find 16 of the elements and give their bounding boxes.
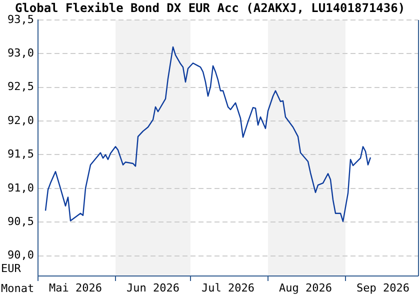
x-tick-label: Jun 2026 (126, 281, 180, 294)
y-axis-title: EUR (1, 262, 22, 275)
x-tick-label: Jul 2026 (202, 281, 254, 294)
y-tick-label: 91,0 (8, 181, 34, 194)
x-tick-label: Sep 2026 (356, 281, 410, 294)
y-tick-label: 90,5 (8, 214, 34, 228)
y-tick-label: 93,5 (8, 12, 34, 26)
y-tick-label: 90,0 (8, 248, 34, 262)
y-tick-label: 92,0 (8, 114, 34, 127)
y-tick-label: 92,5 (8, 80, 34, 94)
x-axis-title: Monat (1, 282, 34, 295)
x-tick-label: Mai 2026 (49, 281, 102, 294)
x-tick-label: Aug 2026 (279, 281, 332, 294)
y-tick-label: 91,5 (8, 148, 34, 161)
y-tick-label: 93,0 (8, 46, 34, 60)
chart-title: Global Flexible Bond DX EUR Acc (A2AKXJ, LU1401871436) (14, 1, 406, 16)
